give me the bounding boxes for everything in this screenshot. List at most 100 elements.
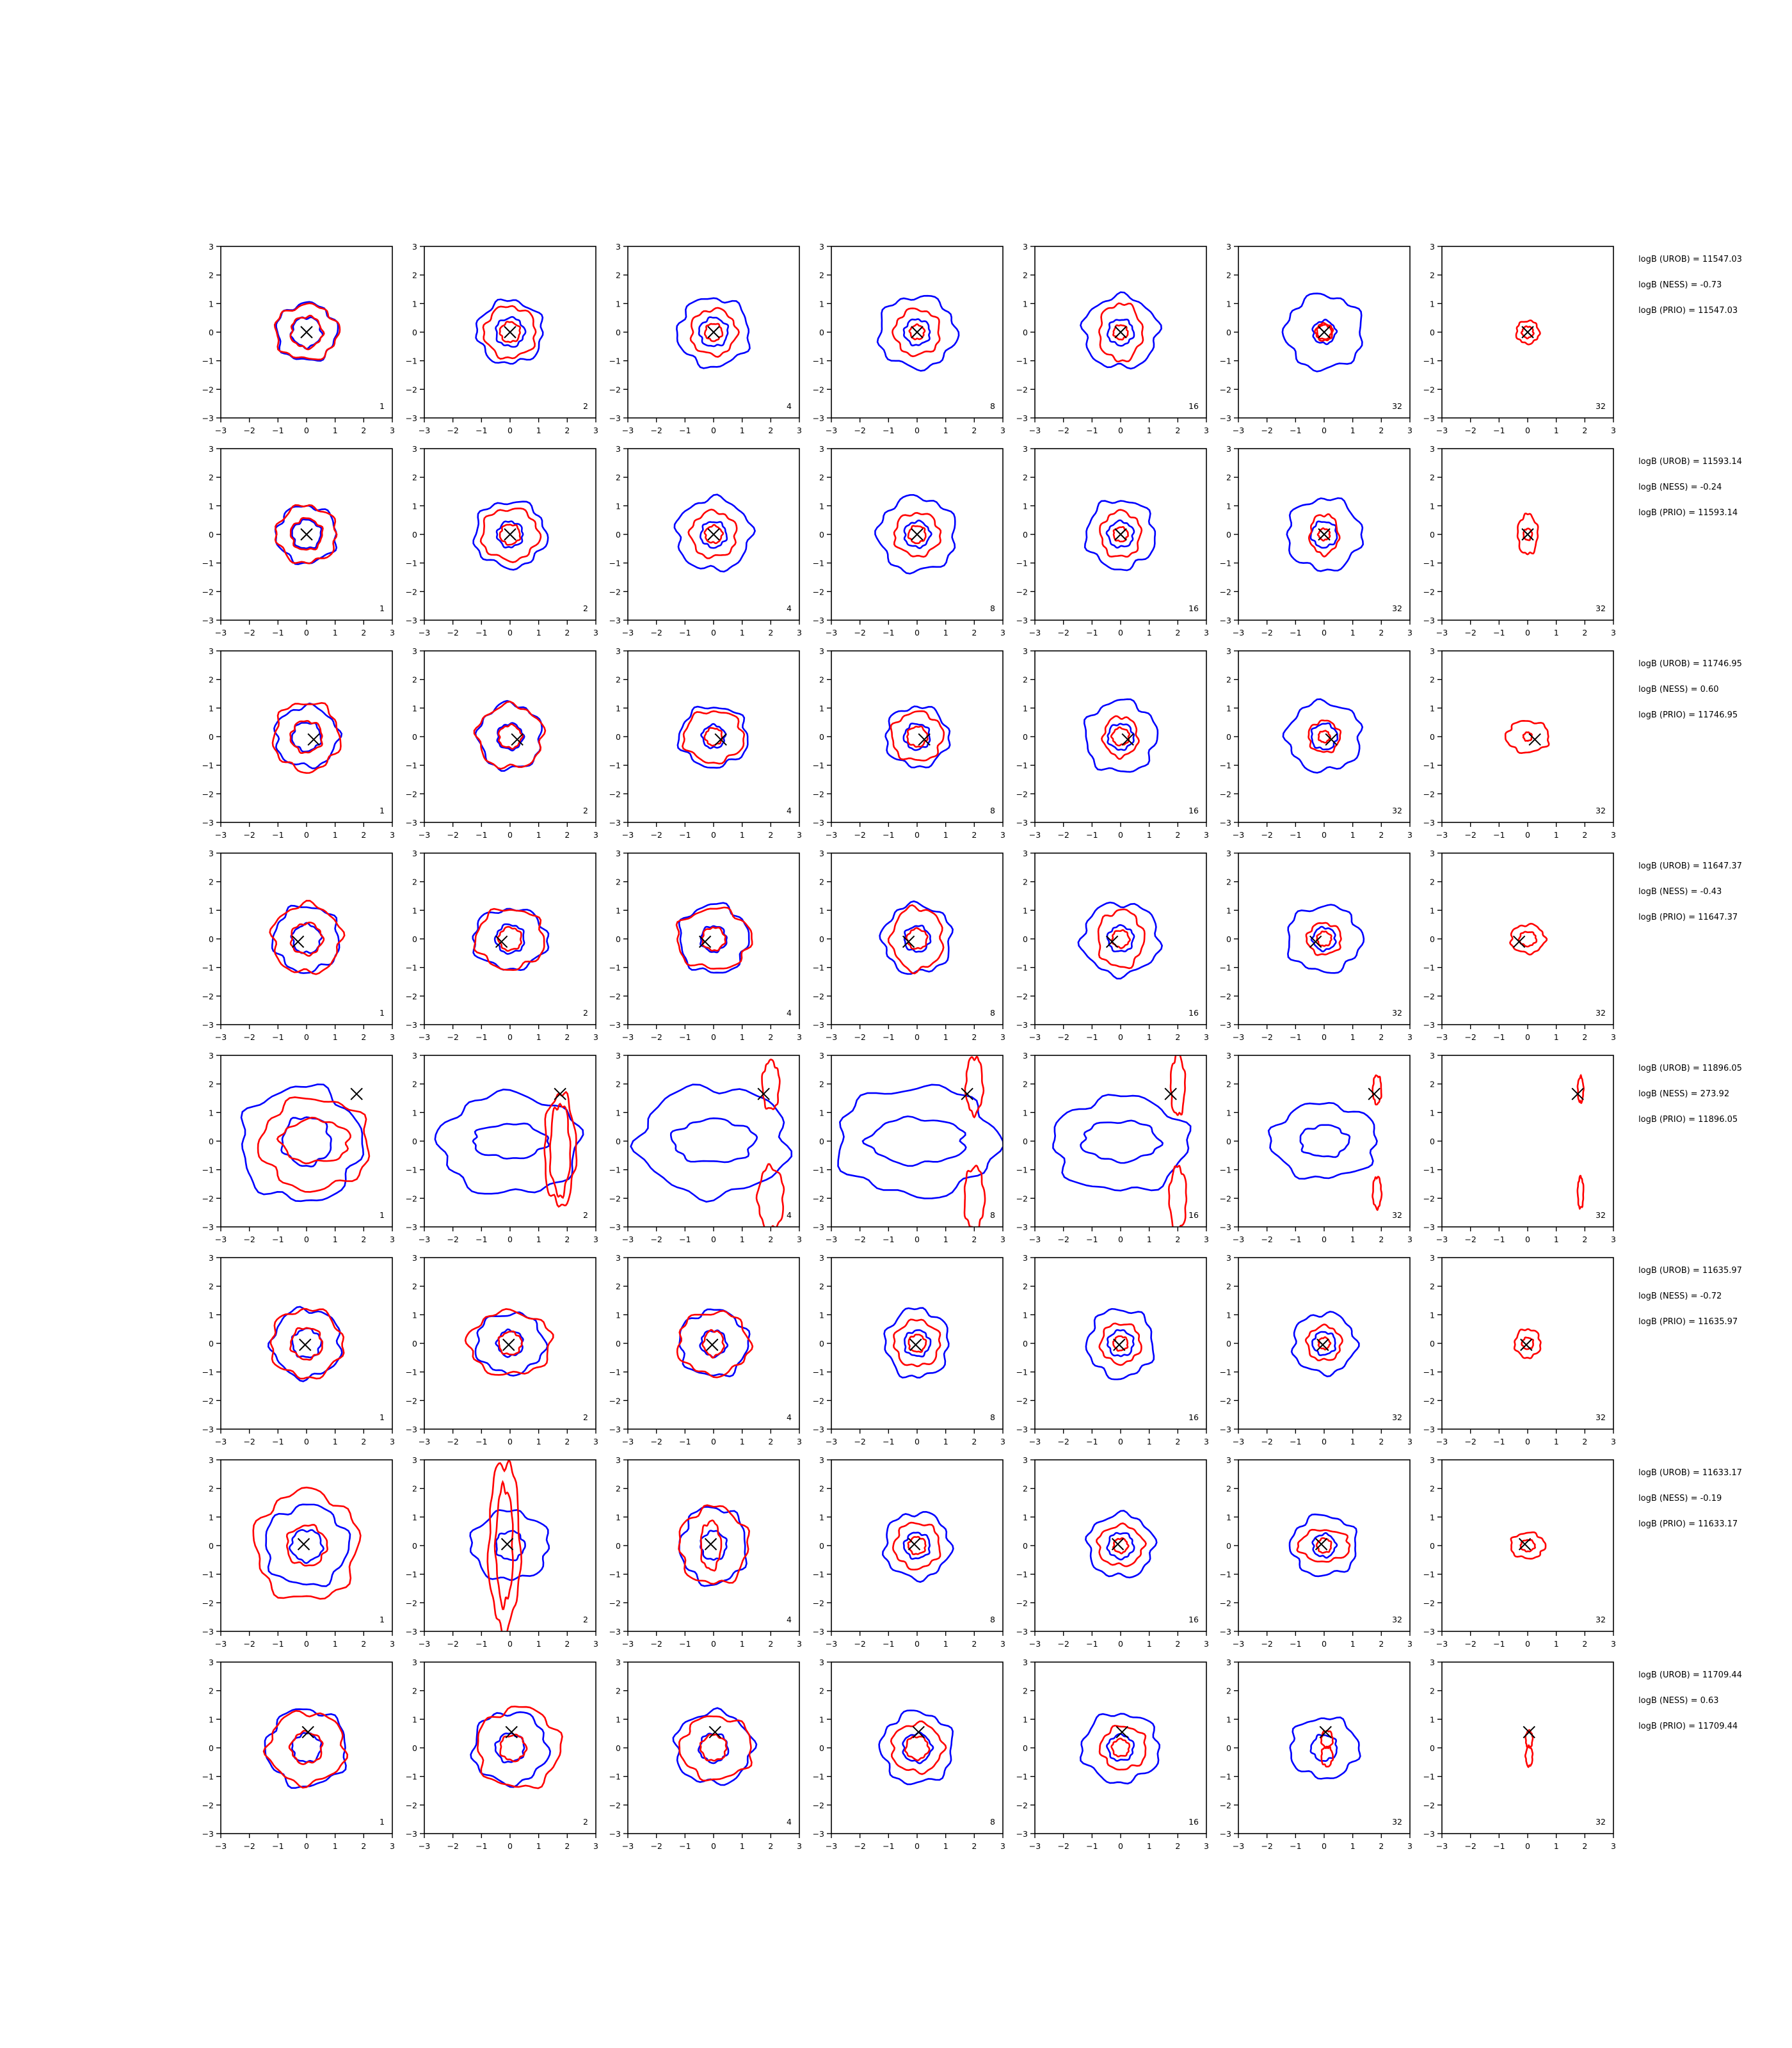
- x-tick-label: 2: [564, 1639, 570, 1649]
- sample-count-label: 2: [583, 1210, 588, 1220]
- x-tick-label: 2: [1379, 1841, 1384, 1851]
- red-contour: [1320, 1745, 1334, 1768]
- y-tick-label: −1: [609, 1165, 621, 1175]
- y-tick-label: 2: [412, 1686, 417, 1696]
- x-tick-label: −2: [243, 1235, 255, 1244]
- x-tick-label: −3: [1233, 1235, 1244, 1244]
- logb-ness-text: logB (NESS) = 273.92: [1638, 1089, 1729, 1099]
- y-tick-label: 0: [412, 732, 417, 742]
- y-tick-label: 3: [616, 849, 621, 858]
- y-tick-label: −3: [1220, 1222, 1231, 1232]
- sample-count-label: 32: [1596, 401, 1606, 411]
- x-tick-label: 3: [1611, 1437, 1616, 1446]
- x-tick-label: −1: [476, 1032, 487, 1042]
- red-contour: [1167, 1165, 1188, 1227]
- y-tick-label: −3: [1220, 818, 1231, 828]
- y-tick-label: −1: [1016, 1368, 1028, 1377]
- y-tick-label: 0: [412, 530, 417, 540]
- x-tick-label: 2: [361, 628, 366, 637]
- y-tick-label: −1: [1220, 1772, 1231, 1782]
- x-tick-label: −2: [447, 1032, 458, 1042]
- y-tick-label: 2: [412, 675, 417, 685]
- y-tick-label: 2: [209, 271, 214, 280]
- contour-panel: −3−3 −2 −2 −1 −1 0 0 1 1 2 2 3 3 1: [202, 1455, 395, 1649]
- y-tick-label: 0: [819, 1541, 824, 1551]
- y-tick-label: 3: [616, 1658, 621, 1667]
- y-tick-label: 3: [1023, 1658, 1028, 1667]
- x-tick-label: 2: [972, 426, 977, 435]
- y-tick-label: 0: [209, 934, 214, 944]
- x-tick-label: 2: [1582, 1235, 1587, 1244]
- y-tick-label: −1: [406, 1165, 417, 1175]
- x-tick-label: 0: [508, 426, 513, 435]
- y-tick-label: 1: [412, 1310, 417, 1320]
- y-tick-label: −3: [406, 1425, 417, 1434]
- red-contour: [479, 508, 542, 563]
- x-tick-label: 0: [711, 830, 716, 840]
- sample-count-label: 2: [583, 1008, 588, 1018]
- y-tick-label: 2: [412, 1080, 417, 1089]
- x-tick-label: −3: [1029, 1235, 1041, 1244]
- y-tick-label: 1: [1226, 1310, 1231, 1320]
- plot-area: [240, 1083, 371, 1203]
- y-tick-label: 2: [1023, 271, 1028, 280]
- logb-urob-text: logB (UROB) = 11547.03: [1638, 255, 1742, 264]
- y-tick-label: 0: [616, 1137, 621, 1146]
- x-tick-label: 2: [1582, 426, 1587, 435]
- y-tick-label: −3: [609, 1627, 621, 1636]
- y-tick-label: 2: [616, 1484, 621, 1494]
- y-tick-label: 1: [616, 1715, 621, 1724]
- blue-contour: [1310, 925, 1337, 953]
- red-contour: [1508, 922, 1548, 956]
- x-tick-label: 0: [1322, 1437, 1327, 1446]
- x-tick-label: −1: [1290, 1235, 1301, 1244]
- x-tick-label: 3: [593, 830, 598, 840]
- red-contour: [1314, 321, 1334, 342]
- y-tick-label: −1: [1220, 1165, 1231, 1175]
- y-tick-label: 3: [1226, 646, 1231, 656]
- plot-area: [1083, 698, 1159, 773]
- red-contour: [892, 307, 941, 358]
- x-tick-label: 1: [740, 628, 745, 637]
- x-tick-label: 3: [1407, 1235, 1412, 1244]
- blue-contour: [240, 1083, 365, 1203]
- blue-contour: [1052, 1094, 1192, 1192]
- blue-contour: [495, 520, 524, 549]
- y-tick-label: 0: [1430, 1541, 1435, 1551]
- y-tick-label: 2: [1226, 1484, 1231, 1494]
- y-tick-label: −1: [1423, 1165, 1435, 1175]
- blue-contour: [1311, 318, 1338, 346]
- x-tick-label: −3: [215, 1235, 227, 1244]
- x-tick-label: −2: [447, 830, 458, 840]
- blue-contour: [496, 722, 525, 752]
- y-tick-label: −2: [1016, 991, 1028, 1001]
- plot-area: [1510, 1531, 1547, 1560]
- panel-row: −3−3−2−2−1−1001122331−3−3−2−2−1−10011223…: [202, 242, 1616, 435]
- x-tick-label: −2: [854, 830, 865, 840]
- y-tick-label: −2: [609, 1396, 621, 1405]
- true-value-marker: [1521, 528, 1534, 541]
- x-tick-label: −2: [650, 1235, 662, 1244]
- true-value-marker: [704, 1538, 717, 1551]
- red-contour: [499, 321, 522, 343]
- y-tick-label: −3: [1423, 1222, 1435, 1232]
- red-contour: [289, 516, 324, 551]
- red-contour: [701, 1329, 725, 1359]
- blue-contour: [472, 500, 549, 571]
- red-contour: [289, 314, 325, 351]
- y-tick-label: −1: [609, 559, 621, 568]
- y-tick-label: −2: [609, 1194, 621, 1203]
- panel-row: −3−3−2−2−1−1001122331−3−3−2−2−1−10011223…: [202, 1253, 1616, 1446]
- x-tick-label: 3: [1407, 628, 1412, 637]
- contour-panel: −3−3 −2 −2 −1 −1 0 0 1 1 2 2 3 3 2: [406, 1455, 598, 1649]
- x-tick-label: 1: [740, 1032, 745, 1042]
- true-value-marker: [1116, 1725, 1128, 1739]
- true-value-marker: [1164, 1087, 1177, 1101]
- contour-panel: −3−3 −2 −2 −1 −1 0 0 1 1 2 2 3 3 8: [813, 1051, 1005, 1244]
- x-tick-label: 2: [1379, 628, 1384, 637]
- contour-panel: −3−3 −2 −2 −1 −1 0 0 1 1 2 2 3 3 16: [1016, 1253, 1209, 1446]
- y-tick-label: −1: [406, 1368, 417, 1377]
- y-tick-label: 3: [616, 444, 621, 454]
- y-tick-label: 0: [616, 732, 621, 742]
- true-value-marker: [714, 733, 727, 746]
